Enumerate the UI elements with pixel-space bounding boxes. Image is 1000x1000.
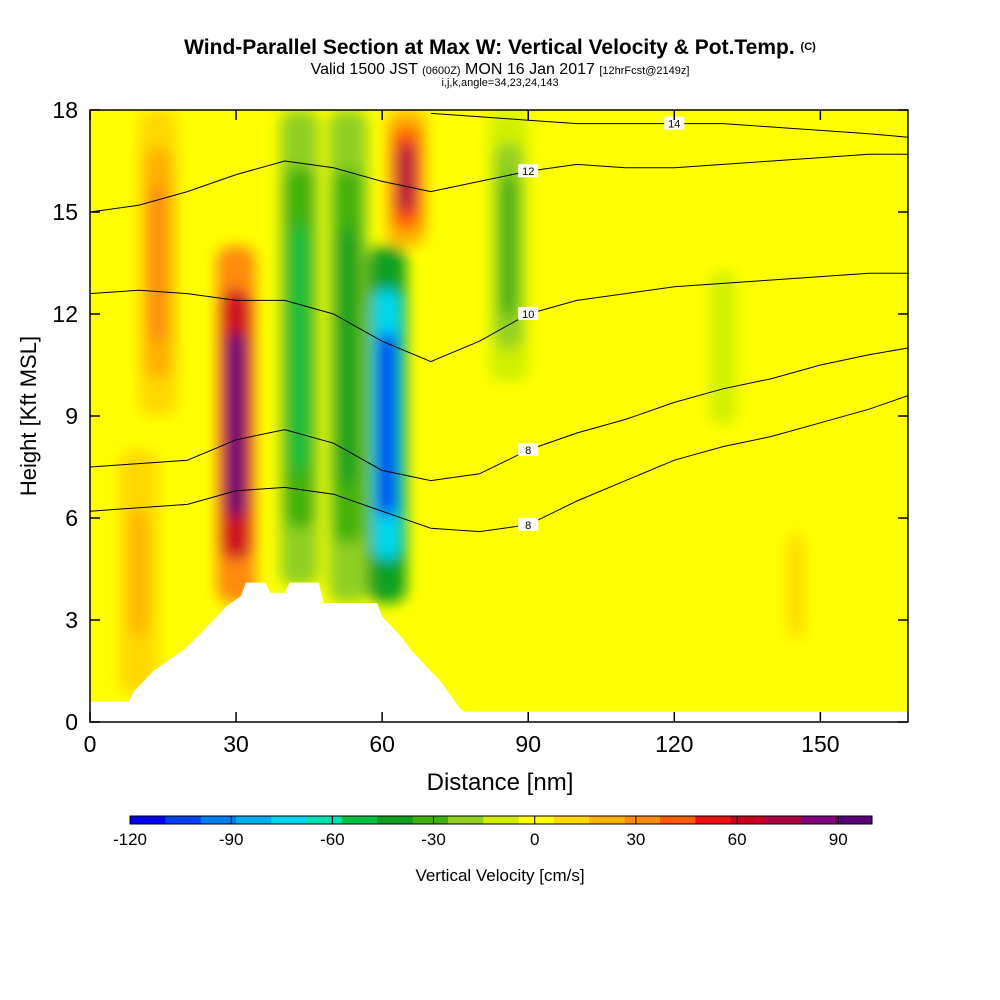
chart-subtitle-valid: Valid 1500 JST (0600Z) MON 16 Jan 2017 [… xyxy=(310,61,690,78)
potential-temperature-contours: 8 8 10 12 14 xyxy=(90,112,908,533)
colorbar-swatch xyxy=(130,816,166,824)
colorbar-swatch xyxy=(306,816,343,824)
colorbar-swatch xyxy=(200,816,237,824)
velocity-cell xyxy=(787,532,805,640)
colorbar-swatch xyxy=(836,816,873,824)
colorbar-swatch xyxy=(448,816,484,824)
colorbar-swatch xyxy=(271,816,308,824)
colorbar-tick-label: 90 xyxy=(829,830,848,849)
colorbar-swatch xyxy=(165,816,202,824)
colorbar-swatch xyxy=(695,816,732,824)
colorbar-tick-label: 30 xyxy=(626,830,645,849)
colorbar-swatch xyxy=(518,816,555,824)
x-tick-label: 30 xyxy=(223,731,249,757)
colorbar: -120 -90 -60 -30 0 30 60 90 xyxy=(113,815,873,849)
colorbar-tick-label: 60 xyxy=(728,830,747,849)
colorbar-swatch xyxy=(766,816,802,824)
velocity-cell xyxy=(500,175,518,317)
colorbar-swatch xyxy=(624,816,661,824)
colorbar-tick-label: -120 xyxy=(113,830,147,849)
x-tick-label: 0 xyxy=(84,731,97,757)
contour-line xyxy=(90,347,908,482)
contour-label: 12 xyxy=(522,166,534,178)
contour-line xyxy=(90,272,908,363)
y-tick-label: 0 xyxy=(65,709,78,735)
colorbar-swatch xyxy=(554,816,590,824)
colorbar-swatch xyxy=(730,816,767,824)
colorbar-tick-label: 0 xyxy=(530,830,539,849)
velocity-cell xyxy=(714,294,732,402)
contour-line xyxy=(90,395,908,533)
terrain xyxy=(90,582,908,722)
velocity-cell xyxy=(290,224,308,472)
contour-label: 8 xyxy=(525,520,531,532)
chart-title: Wind-Parallel Section at Max W: Vertical… xyxy=(184,36,816,59)
colorbar-swatch xyxy=(483,816,520,824)
contour-label-box xyxy=(518,517,539,531)
colorbar-tick-label: -60 xyxy=(320,830,345,849)
colorbar-swatch xyxy=(377,816,414,824)
y-tick-label: 12 xyxy=(52,301,78,327)
contour-label-box xyxy=(664,116,685,130)
colorbar-swatch xyxy=(412,816,449,824)
y-tick-label: 15 xyxy=(52,199,78,225)
contour-label-box xyxy=(518,164,539,178)
contour-line xyxy=(90,153,908,213)
y-tick-label: 9 xyxy=(65,403,78,429)
contour-label-box xyxy=(518,443,539,456)
velocity-cell xyxy=(130,508,148,637)
terrain-mask xyxy=(90,582,908,722)
colorbar-label: Vertical Velocity [cm/s] xyxy=(415,866,584,885)
copyright-mark: (C) xyxy=(800,41,816,53)
x-tick-label: 90 xyxy=(515,731,541,757)
colorbar-tick-label: -90 xyxy=(219,830,244,849)
x-tick-label: 120 xyxy=(655,731,693,757)
colorbar-tick-label: -30 xyxy=(421,830,446,849)
axes: 0 30 60 90 120 150 0 3 6 9 12 15 18 xyxy=(52,97,909,757)
x-tick-label: 150 xyxy=(801,731,839,757)
velocity-cell xyxy=(397,142,416,214)
velocity-cell xyxy=(149,183,167,343)
x-axis-label: Distance [nm] xyxy=(427,769,574,796)
colorbar-swatch xyxy=(589,816,626,824)
velocity-cell xyxy=(378,331,396,518)
colorbar-swatch xyxy=(342,816,378,824)
velocity-cells xyxy=(119,110,816,695)
x-tick-label: 60 xyxy=(369,731,395,757)
colorbar-swatch xyxy=(660,816,696,824)
velocity-cell xyxy=(227,331,245,518)
velocity-cell xyxy=(339,228,357,485)
contour-label-box xyxy=(518,307,539,320)
colorbar-swatch xyxy=(801,816,838,824)
y-tick-label: 3 xyxy=(65,607,78,633)
contour-label: 14 xyxy=(668,119,680,131)
y-tick-label: 6 xyxy=(65,505,78,531)
colorbar-swatch xyxy=(236,816,272,824)
y-axis-label: Height [Kft MSL] xyxy=(16,336,41,496)
chart-subtitle-indices: i,j,k,angle=34,23,24,143 xyxy=(441,77,559,89)
contour-label: 8 xyxy=(525,445,531,457)
contour-label: 10 xyxy=(522,309,534,321)
y-tick-label: 18 xyxy=(52,97,78,123)
